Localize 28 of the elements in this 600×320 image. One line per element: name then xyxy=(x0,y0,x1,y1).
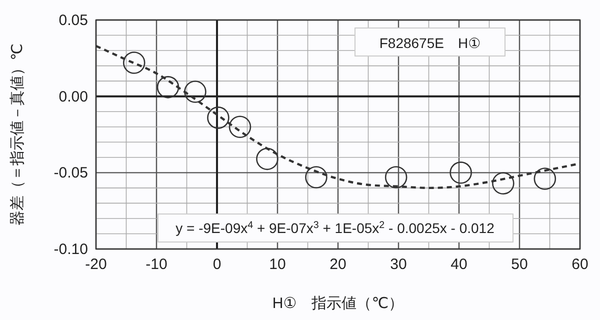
point xyxy=(228,116,252,138)
x-tick-label: -10 xyxy=(146,256,168,273)
x-tick-label: 50 xyxy=(511,256,528,273)
point xyxy=(450,162,472,184)
x-tick-label: 0 xyxy=(212,256,222,273)
y-axis-title: 器差（＝指示値－真値）℃ xyxy=(9,44,26,226)
y-tick-label: -0.05 xyxy=(54,164,88,182)
point xyxy=(384,166,408,188)
x-axis-title: H① 指示値（℃） xyxy=(272,295,404,312)
y-tick-label: 0.05 xyxy=(58,12,88,29)
x-tick-label: 20 xyxy=(330,256,346,273)
annotation: y = -9E-09x$^{4}$ + 9E-07x$^{3}$ + 1E-05x$^{2}$ - 0.0025x - 0.012 xyxy=(176,220,495,236)
x-tick-label: 30 xyxy=(390,256,407,273)
y-tick-label: 0.00 xyxy=(58,88,88,106)
point xyxy=(207,106,230,129)
x-tick-label: -20 xyxy=(85,256,107,273)
point xyxy=(305,166,328,188)
point xyxy=(256,148,278,170)
point xyxy=(122,52,146,74)
annotation: F828675E H① xyxy=(379,35,481,51)
point xyxy=(534,168,556,190)
x-tick-label: 10 xyxy=(269,256,286,273)
y-tick-label: -0.10 xyxy=(54,241,88,258)
x-tick-label: 60 xyxy=(572,256,588,273)
point xyxy=(156,76,180,98)
point xyxy=(492,172,514,194)
x-tick-label: 40 xyxy=(450,256,468,273)
point xyxy=(184,80,206,103)
